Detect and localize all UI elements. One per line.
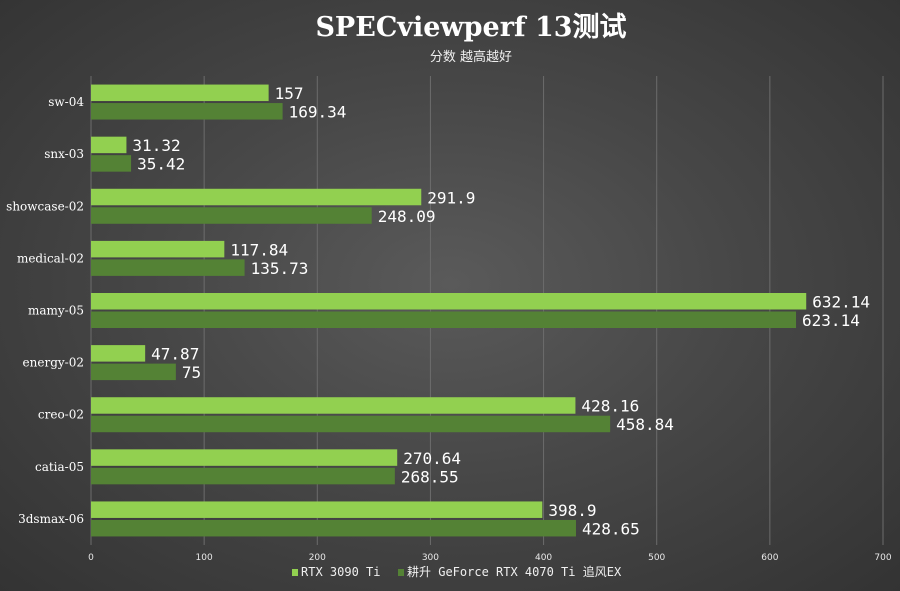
bar-series-1 [91, 188, 422, 206]
gridlines [90, 76, 884, 545]
bar-series-2 [91, 103, 283, 120]
bar-series-1 [91, 136, 127, 154]
bar-series-1 [91, 345, 146, 362]
bar-series-2 [91, 363, 176, 381]
bar-series-2 [91, 519, 576, 537]
data-label: 632.14 [812, 293, 870, 312]
data-label: 398.9 [548, 501, 596, 520]
x-tick-label: 400 [535, 553, 552, 563]
data-label: 291.9 [427, 188, 475, 207]
data-label: 117.84 [230, 240, 288, 259]
category-label: sw-04 [48, 95, 84, 109]
bar-series-2 [91, 155, 132, 172]
chart-title: SPECviewperf 13测试 [315, 12, 626, 43]
x-tick-label: 200 [309, 553, 326, 563]
bar-series-1 [91, 293, 807, 310]
legend-swatch [398, 569, 404, 576]
data-label: 135.73 [251, 259, 309, 278]
data-label: 157 [275, 84, 304, 103]
y-axis-categories: sw-04 snx-03 showcase-02 medical-02 mamy-05 e… [6, 95, 84, 526]
category-label: creo-02 [38, 408, 84, 422]
bar-series-1 [91, 501, 543, 518]
chart-subtitle: 分数 越高越好 [430, 49, 512, 65]
bar-series-2 [91, 415, 611, 433]
legend-label: 耕升 GeForce RTX 4070 Ti 追风EX [407, 564, 622, 579]
data-label: 35.42 [137, 155, 185, 174]
bar-series-2 [91, 259, 245, 276]
category-label: mamy-05 [28, 304, 84, 318]
data-label: 268.55 [401, 467, 459, 486]
category-label: showcase-02 [6, 199, 84, 213]
x-tick-label: 700 [874, 553, 891, 563]
data-label: 248.09 [378, 207, 436, 226]
bar-series-2 [91, 311, 797, 328]
category-label: energy-02 [23, 356, 84, 370]
category-label: 3dsmax-06 [18, 512, 84, 526]
data-label: 75 [182, 363, 201, 382]
data-label: 169.34 [289, 103, 347, 122]
data-label: 458.84 [616, 415, 674, 434]
x-tick-label: 0 [88, 553, 94, 563]
legend-swatch [292, 569, 298, 576]
bar-series-1 [91, 397, 576, 414]
data-label: 428.16 [581, 397, 639, 416]
legend: RTX 3090 Ti 耕升 GeForce RTX 4070 Ti 追风EX [292, 564, 622, 579]
category-label: snx-03 [44, 147, 84, 161]
category-label: catia-05 [35, 460, 84, 474]
x-axis-ticks: 0 100 200 300 400 500 600 700 [88, 553, 892, 563]
data-label: 47.87 [151, 345, 199, 364]
data-label: 428.65 [582, 519, 640, 538]
x-tick-label: 600 [761, 553, 778, 563]
bar-series-1 [91, 84, 269, 102]
x-tick-label: 300 [422, 553, 439, 563]
category-label: medical-02 [17, 251, 84, 265]
bar-series-2 [91, 207, 372, 224]
data-label: 623.14 [802, 311, 860, 330]
data-label: 31.32 [132, 136, 180, 155]
data-label: 270.64 [403, 449, 461, 468]
x-tick-label: 500 [648, 553, 665, 563]
bar-series-1 [91, 240, 225, 258]
legend-label: RTX 3090 Ti [301, 565, 380, 579]
bar-series-2 [91, 467, 395, 485]
bar-series-1 [91, 449, 398, 466]
x-tick-label: 100 [196, 553, 213, 563]
